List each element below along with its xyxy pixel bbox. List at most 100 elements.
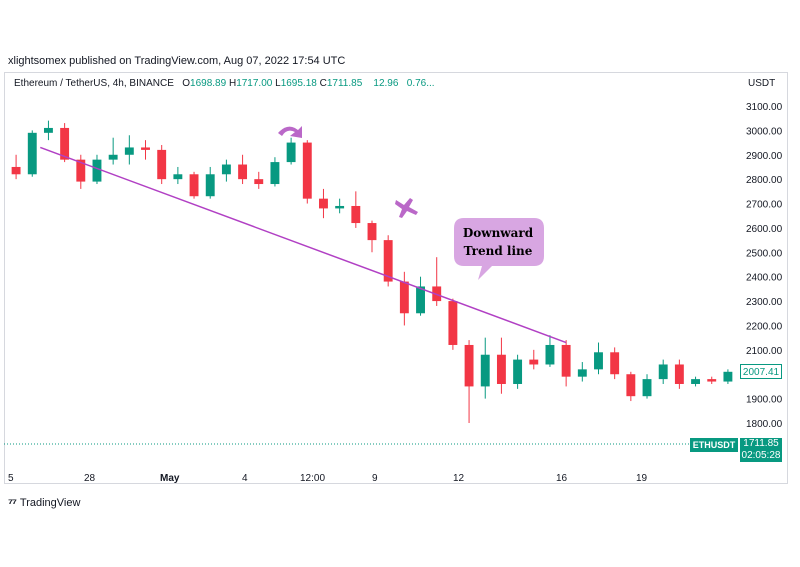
candle-down	[496, 354, 506, 384]
y-tick-label: 2400.00	[746, 273, 783, 284]
candle-down	[464, 344, 474, 387]
candle-down	[302, 142, 312, 199]
candle-up	[480, 354, 490, 387]
candle-down	[254, 179, 264, 185]
ohlc-legend: Ethereum / TetherUS, 4h, BINANCE O1698.8…	[14, 78, 435, 89]
candles-group	[11, 120, 733, 423]
callout-line-2: Trend line	[463, 244, 533, 258]
candle-up	[124, 147, 134, 155]
candle-up	[27, 132, 37, 175]
candle-up	[286, 142, 296, 163]
symbol-label: Ethereum / TetherUS, 4h, BINANCE	[14, 78, 174, 89]
candle-up	[335, 205, 345, 209]
candle-down	[707, 379, 717, 382]
candle-down	[448, 301, 458, 345]
x-tick-label: 9	[372, 473, 378, 484]
symbol-tag: ETHUSDT	[690, 438, 738, 452]
y-tick-label: 2500.00	[746, 248, 783, 259]
x-axis: 5 28 May 4 12:00 9 12 16 19	[8, 473, 648, 484]
currency-label: USDT	[748, 78, 775, 89]
y-tick-label: 2300.00	[746, 297, 783, 308]
y-tick-label: 3000.00	[746, 126, 783, 137]
last-visible-price-tag: 2007.41	[740, 364, 782, 379]
candle-up	[594, 352, 603, 370]
low-value: 1695.18	[280, 78, 317, 89]
y-tick-label: 2800.00	[746, 175, 783, 186]
x-tick-label: 4	[242, 473, 248, 484]
close-value: 1711.85	[326, 78, 363, 89]
callout-line-1: Downward	[462, 226, 534, 240]
current-price: 1711.85	[743, 438, 779, 449]
x-tick-label: May	[160, 473, 180, 484]
candle-countdown: 02:05:28	[741, 450, 781, 461]
x-tick-label: 12	[453, 473, 465, 484]
candle-down	[238, 164, 248, 180]
candle-down	[674, 364, 684, 384]
y-tick-label: 1800.00	[746, 419, 783, 430]
y-tick-label: 2100.00	[746, 346, 783, 357]
brand-label: TradingView	[19, 497, 81, 509]
open-value: 1698.89	[190, 78, 227, 89]
x-tick-label: 28	[84, 473, 96, 484]
trend-line[interactable]	[40, 146, 567, 344]
y-tick-label: 2700.00	[746, 200, 783, 211]
candle-down	[141, 147, 150, 150]
y-tick-label: 2200.00	[746, 321, 783, 332]
current-price-tag: 1711.85 02:05:28	[740, 438, 782, 462]
change-value: 12.96	[373, 78, 399, 89]
high-label: H	[228, 78, 237, 89]
x-tick-label: 5	[8, 473, 14, 484]
candle-down	[529, 359, 539, 365]
candle-up	[513, 359, 523, 384]
y-tick-label: 3100.00	[746, 102, 783, 113]
candle-down	[367, 223, 377, 241]
close-label: C	[319, 78, 327, 89]
high-value: 1717.00	[236, 78, 273, 89]
x-tick-label: 16	[556, 473, 568, 484]
candle-down	[351, 205, 361, 224]
candle-down	[626, 374, 636, 397]
candle-up	[108, 154, 118, 160]
trend-callout-text: Downward Trend line	[452, 224, 544, 260]
trend-callout-bubble[interactable]	[454, 218, 544, 280]
candle-up	[642, 379, 652, 397]
candle-down	[60, 127, 70, 160]
candle-down	[76, 159, 86, 182]
low-label: L	[275, 78, 281, 89]
chart-frame[interactable]	[4, 72, 788, 484]
candle-up	[545, 344, 555, 365]
y-axis: 3100.00 3000.00 2900.00 2800.00 2700.00 2600.…	[746, 102, 783, 430]
candle-down	[399, 281, 409, 314]
candle-down	[610, 352, 620, 375]
airplane-down-icon	[395, 198, 418, 218]
tradingview-brand[interactable]: ⁷⁷ TradingView	[8, 496, 80, 510]
publisher-line: xlightsomex published on TradingView.com…	[8, 55, 346, 67]
candle-up	[92, 159, 102, 182]
candle-up	[270, 162, 280, 185]
candle-down	[157, 149, 167, 180]
candle-down	[383, 240, 393, 282]
curved-arrow-icon	[278, 126, 302, 138]
x-tick-label: 12:00	[300, 473, 325, 484]
candle-down	[319, 198, 328, 209]
candle-up	[691, 379, 701, 384]
candle-up	[205, 174, 215, 197]
y-tick-label: 2600.00	[746, 224, 783, 235]
y-tick-label: 1900.00	[746, 395, 783, 406]
open-label: O	[182, 78, 191, 89]
x-tick-label: 19	[636, 473, 648, 484]
candle-up	[723, 371, 733, 382]
candle-up	[43, 127, 53, 133]
candle-down	[11, 166, 21, 175]
candle-up	[658, 364, 668, 380]
candle-up	[173, 174, 183, 180]
candle-down	[561, 344, 571, 377]
candle-up	[416, 286, 425, 314]
candle-up	[221, 164, 231, 175]
change-percent: 0.76...	[406, 78, 435, 89]
candle-down	[189, 174, 199, 197]
candle-up	[577, 369, 587, 377]
y-tick-label: 2900.00	[746, 151, 783, 162]
tradingview-logo-icon: ⁷⁷	[8, 496, 17, 510]
